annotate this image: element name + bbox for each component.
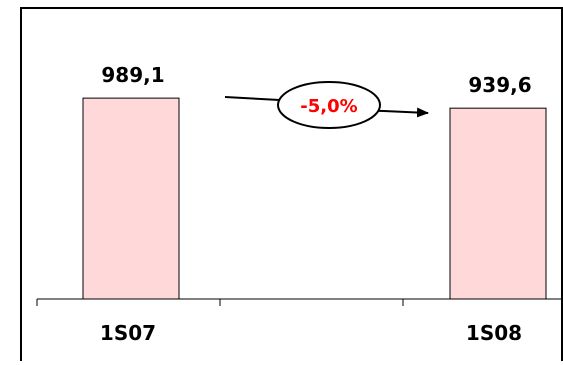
labels-layer: 989,1 1S07 939,6 1S08 — [100, 63, 532, 345]
data-label-1s08: 939,6 — [468, 73, 531, 97]
x-tick-label-1s07: 1S07 — [100, 321, 156, 345]
x-tick-label-1s08: 1S08 — [466, 321, 522, 345]
bar-1s07 — [82, 97, 180, 300]
change-annotation-ellipse — [277, 81, 381, 129]
change-annotation: -5,0% — [300, 96, 357, 117]
bar-1s08 — [449, 107, 547, 300]
data-label-1s07: 989,1 — [101, 63, 164, 87]
